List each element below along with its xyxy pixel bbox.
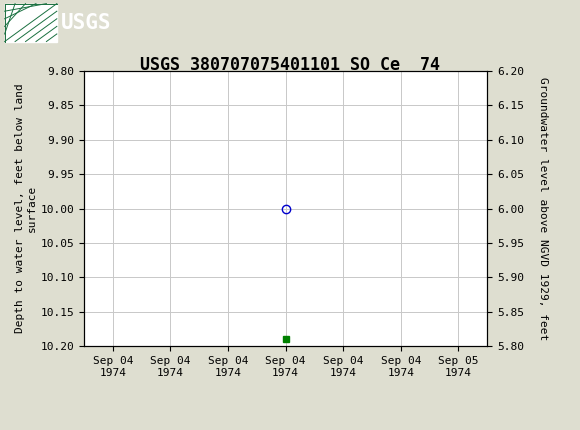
Bar (5, 3, 57, 42)
Y-axis label: Groundwater level above NGVD 1929, feet: Groundwater level above NGVD 1929, feet (538, 77, 548, 340)
Y-axis label: Depth to water level, feet below land
surface: Depth to water level, feet below land su… (15, 84, 37, 333)
Text: USGS: USGS (61, 12, 111, 33)
Text: USGS 380707075401101 SO Ce  74: USGS 380707075401101 SO Ce 74 (140, 56, 440, 74)
